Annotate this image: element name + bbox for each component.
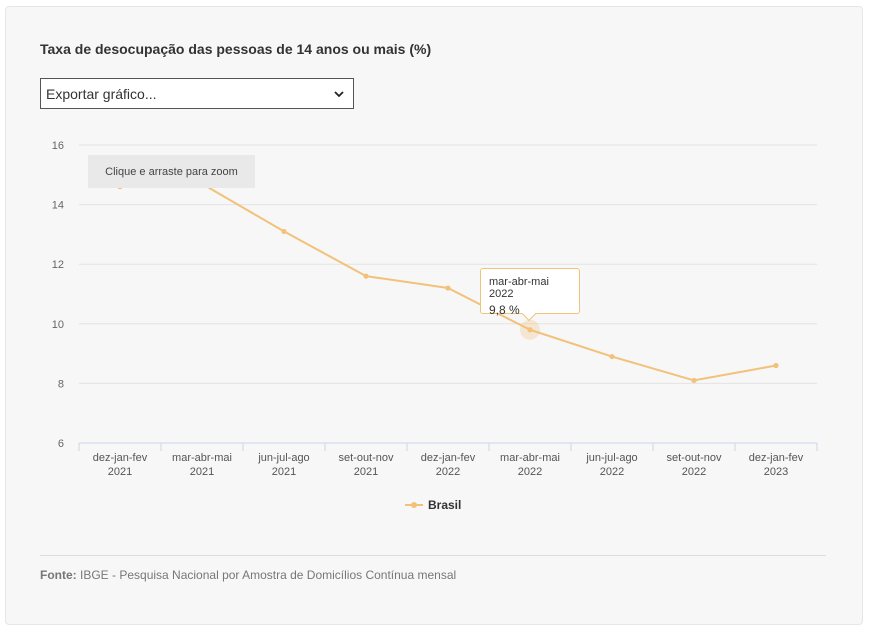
x-tick-label-period: set-out-nov <box>338 452 394 464</box>
x-tick-label-year: 2021 <box>354 466 378 478</box>
x-tick-label-year: 2023 <box>764 466 788 478</box>
grid-lines <box>79 144 817 384</box>
chart-title: Taxa de desocupação das pessoas de 14 an… <box>40 41 432 57</box>
series-line[interactable] <box>119 182 777 382</box>
x-tick-label: dez-jan-fev 2023 <box>749 452 804 478</box>
x-tick-label: dez-jan-fev 2022 <box>421 452 476 478</box>
x-tick-label: set-out-nov 2022 <box>666 452 722 478</box>
legend-line-icon <box>405 502 423 508</box>
tooltip-value: 9,8 % <box>489 303 520 317</box>
divider <box>40 555 826 556</box>
data-point[interactable] <box>773 362 779 369</box>
x-tick-label-year: 2022 <box>600 466 624 478</box>
point-tooltip: mar-abr-mai 2022 9,8 % <box>480 268 580 317</box>
y-tick-label: 14 <box>52 200 64 212</box>
chevron-down-icon <box>334 91 344 98</box>
x-tick-label-period: set-out-nov <box>666 452 722 464</box>
y-tick-label: 6 <box>58 438 64 450</box>
source-text: IBGE - Pesquisa Nacional por Amostra de … <box>80 568 457 582</box>
x-tick-label-period: dez-jan-fev <box>749 452 804 464</box>
x-tick-label-year: 2022 <box>682 466 706 478</box>
y-tick-label: 16 <box>52 140 64 152</box>
y-axis: 6 8 10 12 14 16 <box>52 140 64 450</box>
x-tick-label: mar-abr-mai 2021 <box>172 452 232 478</box>
x-tick-label-period: jun-jul-ago <box>257 452 309 464</box>
data-point[interactable] <box>691 377 697 384</box>
data-point[interactable] <box>609 353 615 360</box>
legend-item-brasil[interactable]: Brasil <box>405 498 461 512</box>
x-tick-label: jun-jul-ago 2022 <box>585 452 637 478</box>
x-tick-label-year: 2021 <box>190 466 214 478</box>
source-label: Fonte: <box>40 568 77 582</box>
x-tick-label-period: dez-jan-fev <box>421 452 476 464</box>
x-tick-label: mar-abr-mai 2022 <box>500 452 560 478</box>
export-chart-dropdown[interactable]: Exportar gráfico... <box>40 78 354 109</box>
data-point[interactable] <box>363 273 369 279</box>
data-point[interactable] <box>527 327 533 333</box>
x-tick-label: dez-jan-fev 2021 <box>93 452 148 478</box>
x-tick-label: jun-jul-ago 2021 <box>257 452 309 478</box>
x-tick-label-year: 2021 <box>272 466 296 478</box>
tooltip-title: mar-abr-mai 2022 <box>489 276 549 300</box>
x-tick-label-period: mar-abr-mai <box>172 452 232 464</box>
data-point[interactable] <box>281 228 287 235</box>
x-tick-label-period: jun-jul-ago <box>585 452 637 464</box>
x-tick-label: set-out-nov 2021 <box>338 452 394 478</box>
x-tick-label-year: 2021 <box>108 466 132 478</box>
series-brasil <box>117 181 779 384</box>
x-tick-label-period: mar-abr-mai <box>500 452 560 464</box>
x-tick-label-year: 2022 <box>436 466 460 478</box>
y-tick-label: 10 <box>52 319 64 331</box>
source-note: Fonte: IBGE - Pesquisa Nacional por Amos… <box>40 568 456 582</box>
y-tick-label: 8 <box>58 378 64 390</box>
y-tick-label: 12 <box>52 259 64 271</box>
chart-card <box>5 6 863 625</box>
data-point[interactable] <box>445 285 451 291</box>
x-tick-label-period: dez-jan-fev <box>93 452 148 464</box>
x-tick-label-year: 2022 <box>518 466 542 478</box>
zoom-hint: Clique e arraste para zoom <box>88 155 255 188</box>
legend-label: Brasil <box>428 498 462 512</box>
export-chart-label: Exportar gráfico... <box>46 86 157 102</box>
